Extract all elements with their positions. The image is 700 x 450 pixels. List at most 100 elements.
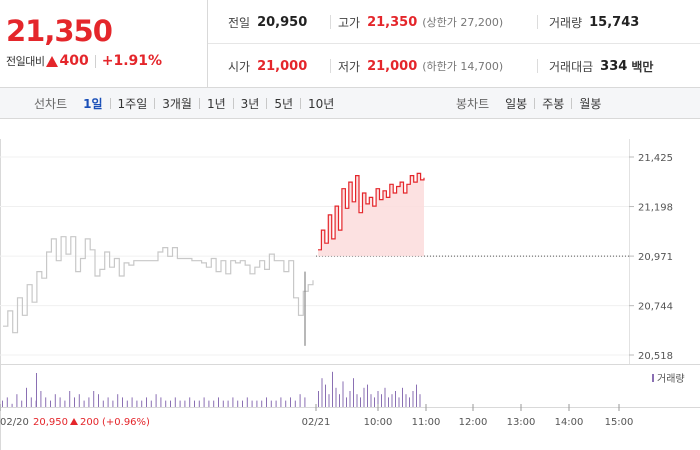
volume-bar: [419, 394, 421, 407]
volume-bar: [141, 400, 143, 407]
quote-header: 21,350 전일대비 400 +1.91% 전일 20,950 고가 21,3…: [0, 0, 700, 88]
low-value: 21,000: [367, 58, 418, 74]
x-tick-label: 11:00: [412, 417, 441, 428]
volume-bar: [83, 400, 85, 407]
volume-bar: [280, 397, 282, 407]
x-tick-label: 10:00: [364, 417, 393, 428]
volume-bar: [325, 384, 326, 407]
volume-bar: [395, 391, 396, 407]
volume-bar: [391, 394, 393, 407]
tab-daily[interactable]: 일봉: [505, 97, 528, 111]
volume-bar: [40, 391, 42, 407]
volume-bar: [146, 397, 147, 407]
prev-day-series: [3, 236, 314, 346]
volume-bar: [227, 400, 229, 407]
volume-bar: [131, 397, 133, 407]
tab-1y[interactable]: 1년: [206, 97, 226, 111]
volume-bar: [232, 397, 234, 407]
price-box: 21,350 전일대비 400 +1.91%: [0, 0, 208, 88]
volume-bar: [261, 400, 263, 407]
tab-10y[interactable]: 10년: [308, 97, 335, 111]
volume-bar: [299, 394, 301, 407]
candle-chart-label: 봉차트: [456, 97, 490, 111]
divider: [300, 98, 302, 109]
volume-bar: [21, 400, 23, 407]
tab-weekly[interactable]: 주봉: [542, 97, 565, 111]
tab-1w[interactable]: 1주일: [117, 97, 148, 111]
volume-bar: [218, 397, 219, 407]
volume-bar: [335, 387, 337, 407]
today-series: [318, 172, 425, 257]
prev-day-change-pct: (+0.96%): [102, 417, 150, 428]
y-tick-label: 20,744: [638, 302, 673, 313]
volume-bar: [349, 391, 351, 407]
volume-bar: [242, 400, 243, 407]
price-chart[interactable]: 21,425 21,198 20,971 20,744 20,518 02/20 02/2…: [0, 119, 700, 450]
volume-bar: [370, 394, 372, 407]
volume-bar: [318, 391, 319, 407]
y-tick-label: 20,518: [638, 351, 673, 362]
volume-bar: [50, 400, 51, 407]
tab-5y[interactable]: 5년: [274, 97, 294, 111]
up-arrow-icon: [46, 55, 59, 67]
volume-legend-label: 거래량: [657, 373, 685, 385]
change-amount: 400: [59, 53, 89, 69]
volume-bar: [384, 387, 386, 407]
volume-bar: [346, 397, 347, 407]
stats-row-1: 전일 20,950 고가 21,350 (상한가 27,200) 거래량 15,…: [208, 0, 700, 44]
volume-bar: [409, 397, 410, 407]
volume-bar: [208, 400, 210, 407]
volume-bar: [251, 400, 253, 407]
volume-bar: [59, 397, 61, 407]
tab-1d[interactable]: 1일: [83, 97, 103, 111]
volume-bar: [256, 400, 258, 407]
candle-chart-tabs: 봉차트 일봉 주봉 월봉: [456, 88, 601, 119]
volume-bar: [93, 391, 95, 407]
trade-value-label: 거래대금: [549, 59, 594, 74]
volume-bar: [275, 400, 277, 407]
volume-bar: [412, 391, 414, 407]
volume-legend-swatch: [652, 374, 654, 382]
volume-bar: [179, 400, 181, 407]
change-label: 전일대비: [6, 55, 45, 68]
volume-bar: [246, 397, 248, 407]
tab-3m[interactable]: 3개월: [162, 97, 192, 111]
volume-bar: [112, 400, 114, 407]
change-row: 전일대비 400 +1.91%: [6, 53, 162, 69]
volume-bar: [213, 400, 215, 407]
volume-bar: [222, 400, 224, 407]
volume-bar: [102, 400, 104, 407]
volume-bar: [107, 397, 109, 407]
divider: [330, 15, 331, 29]
divider: [109, 98, 111, 109]
low-label: 저가: [338, 59, 361, 74]
divider: [198, 98, 200, 109]
trade-value: 334: [600, 58, 628, 74]
stat-volume: 거래량 15,743: [549, 0, 639, 44]
volume-bar: [2, 400, 3, 407]
volume-bar: [402, 387, 403, 407]
tab-monthly[interactable]: 월봉: [579, 97, 602, 111]
trade-value-unit: 백만: [631, 59, 654, 74]
volume-bar: [54, 394, 56, 407]
x-tick-label: 15:00: [605, 417, 634, 428]
x-tick-label: 02/20: [0, 417, 29, 428]
chart-grid: [0, 156, 629, 356]
volume-bar: [405, 394, 407, 407]
quote-stats: 전일 20,950 고가 21,350 (상한가 27,200) 거래량 15,…: [208, 0, 700, 88]
divider: [534, 98, 536, 109]
x-tick-label: 14:00: [555, 417, 584, 428]
stat-high: 고가 21,350 (상한가 27,200): [338, 0, 503, 44]
tab-3y[interactable]: 3년: [240, 97, 260, 111]
volume-bar: [78, 394, 80, 407]
y-tick-label: 20,971: [638, 252, 673, 263]
volume-bar: [26, 387, 27, 407]
volume-bar: [11, 403, 13, 407]
up-arrow-icon: [70, 418, 78, 425]
volume-bar: [356, 394, 358, 407]
volume-bars: [2, 371, 421, 407]
line-chart-tabs: 선차트 1일 1주일 3개월 1년 3년 5년 10년: [34, 88, 334, 119]
prev-day-summary: 20,950 200 (+0.96%): [33, 417, 150, 428]
volume-bar: [36, 373, 37, 407]
